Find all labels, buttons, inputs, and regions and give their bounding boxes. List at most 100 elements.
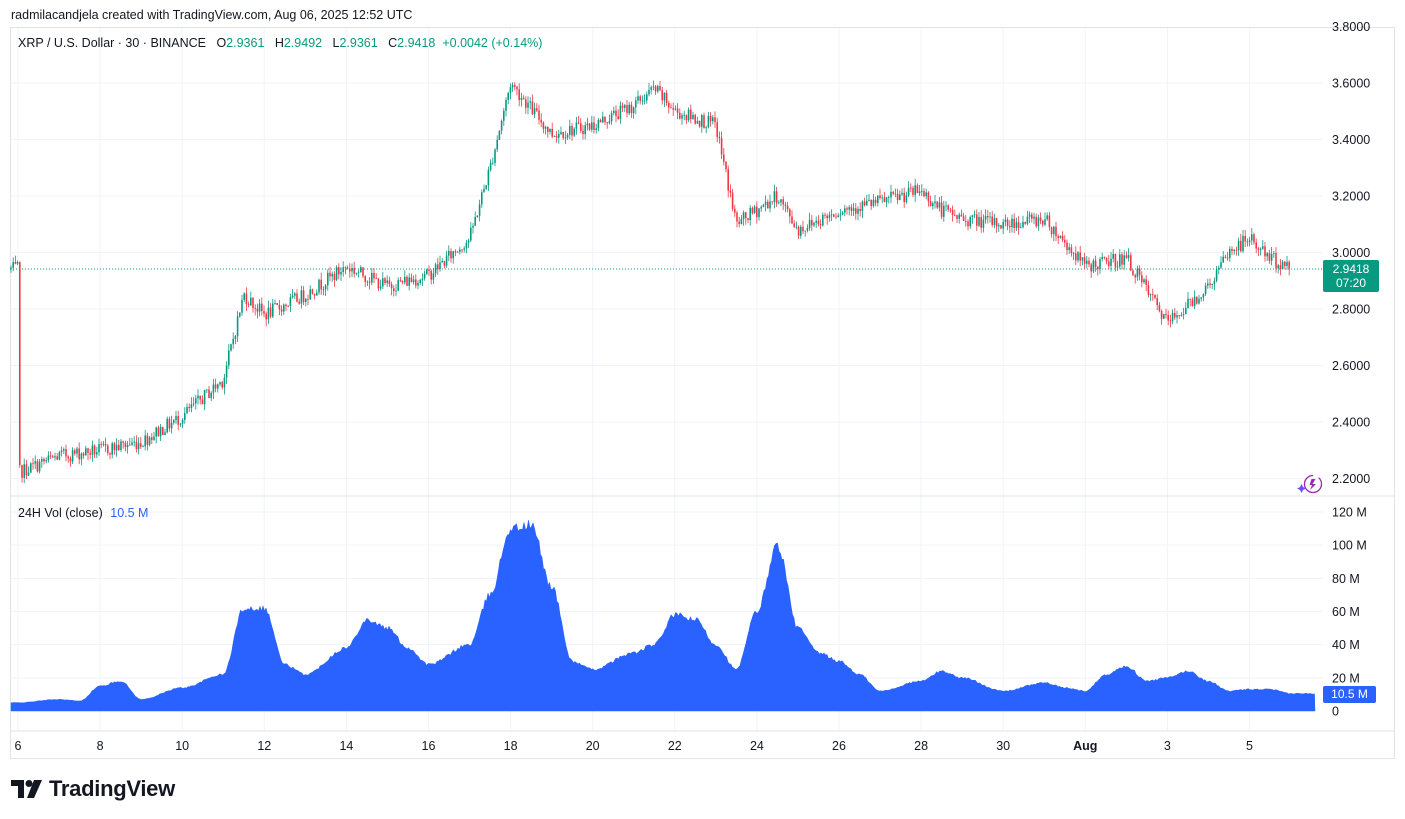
candle-body: [417, 282, 419, 286]
candle-body: [1187, 298, 1189, 309]
volume-tick-label: 120 M: [1332, 506, 1367, 520]
tradingview-logo[interactable]: TradingView: [11, 776, 175, 802]
candle-body: [870, 199, 872, 206]
candle-body: [984, 216, 987, 220]
candle-body: [1004, 219, 1007, 222]
candle-body: [720, 138, 723, 155]
price-axis: 3.8000 3.6000 3.4000 3.2000 3.0000 2.8000 2.60…: [1332, 20, 1370, 486]
open-value: 2.9361: [226, 36, 265, 50]
candle-body: [1110, 258, 1112, 266]
candle-body: [654, 86, 657, 92]
candle-body: [1253, 234, 1255, 243]
time-tick-label: 30: [996, 739, 1010, 753]
candle-body: [201, 399, 204, 405]
candle-body: [890, 191, 892, 198]
candle-body: [896, 193, 899, 201]
candle-body: [366, 281, 369, 283]
candle-body: [311, 289, 314, 294]
candle-body: [25, 464, 28, 476]
candle-body: [1235, 249, 1238, 251]
candle-body: [173, 420, 175, 423]
candle-body: [148, 437, 151, 445]
candle-body: [289, 297, 292, 307]
candle-body: [1213, 280, 1216, 284]
candle-body: [1277, 265, 1279, 269]
candle-body: [375, 278, 377, 280]
candle-body: [261, 303, 263, 312]
candle-body: [1070, 247, 1073, 254]
candle-body: [137, 443, 140, 450]
candle-body: [995, 218, 998, 227]
candle-body: [731, 192, 734, 209]
candle-body: [1270, 253, 1273, 261]
candle-body: [324, 285, 327, 290]
candle-body: [423, 273, 426, 279]
candle-body: [1200, 297, 1202, 299]
candle-body: [1088, 260, 1090, 265]
candle-body: [404, 276, 406, 283]
candle-body: [899, 194, 901, 201]
candle-body: [806, 227, 809, 231]
candle-body: [54, 456, 56, 458]
candle-body: [1081, 257, 1084, 261]
candle-body: [903, 192, 905, 203]
candle-body: [170, 422, 173, 429]
candle-body: [877, 195, 879, 203]
candle-body: [683, 115, 685, 116]
candle-body: [940, 202, 943, 217]
candle-body: [503, 110, 505, 121]
candle-body: [186, 406, 188, 414]
candle-body: [789, 209, 791, 217]
candle-body: [203, 389, 206, 405]
candle-body: [670, 107, 672, 109]
candle-body: [632, 107, 635, 114]
candle-body: [509, 87, 512, 93]
close-label: C: [388, 36, 398, 50]
candle-body: [192, 403, 195, 405]
price-tick-label: 2.8000: [1332, 303, 1370, 317]
candle-body: [863, 201, 866, 206]
candle-body: [872, 199, 875, 206]
candle-body: [1130, 255, 1132, 271]
replay-icon[interactable]: [1297, 474, 1323, 494]
candle-body: [837, 215, 839, 218]
candle-body: [131, 442, 133, 445]
candle-body: [1246, 241, 1249, 243]
candle-body: [1132, 270, 1134, 276]
candle-body: [1057, 236, 1059, 238]
candle-body: [30, 463, 32, 473]
candle-body: [252, 297, 254, 308]
time-tick-label: 10: [175, 739, 189, 753]
volume-tick-label: 80 M: [1332, 572, 1360, 586]
candle-body: [219, 382, 221, 385]
candle-body: [144, 435, 146, 447]
candle-body: [338, 267, 340, 275]
candle-body: [1204, 285, 1207, 294]
candle-body: [1125, 255, 1128, 259]
candle-body: [82, 453, 85, 456]
time-tick-label: 18: [504, 739, 518, 753]
candle-body: [243, 293, 245, 300]
candle-body: [921, 190, 923, 192]
candle-body: [676, 108, 679, 113]
price-tick-label: 2.6000: [1332, 359, 1370, 373]
candle-body: [1035, 216, 1037, 227]
candle-body: [168, 418, 171, 429]
candle-body: [329, 272, 331, 277]
candle-body: [1242, 235, 1244, 252]
candle-body: [786, 205, 789, 210]
candle-body: [63, 449, 65, 451]
candle-body: [773, 191, 776, 203]
volume-legend[interactable]: 24H Vol (close) 10.5 M: [18, 506, 148, 520]
candle-body: [1097, 266, 1099, 270]
candle-body: [135, 441, 138, 450]
candle-body: [1149, 294, 1152, 296]
candle-body: [945, 205, 947, 207]
volume-indicator-label: 24H Vol (close): [18, 506, 103, 520]
candle-body: [1233, 249, 1235, 251]
candle-body: [280, 309, 283, 312]
candle-body: [1092, 260, 1095, 272]
symbol-legend[interactable]: XRP / U.S. Dollar · 30 · BINANCE O2.9361…: [18, 36, 542, 50]
candle-body: [140, 443, 142, 447]
